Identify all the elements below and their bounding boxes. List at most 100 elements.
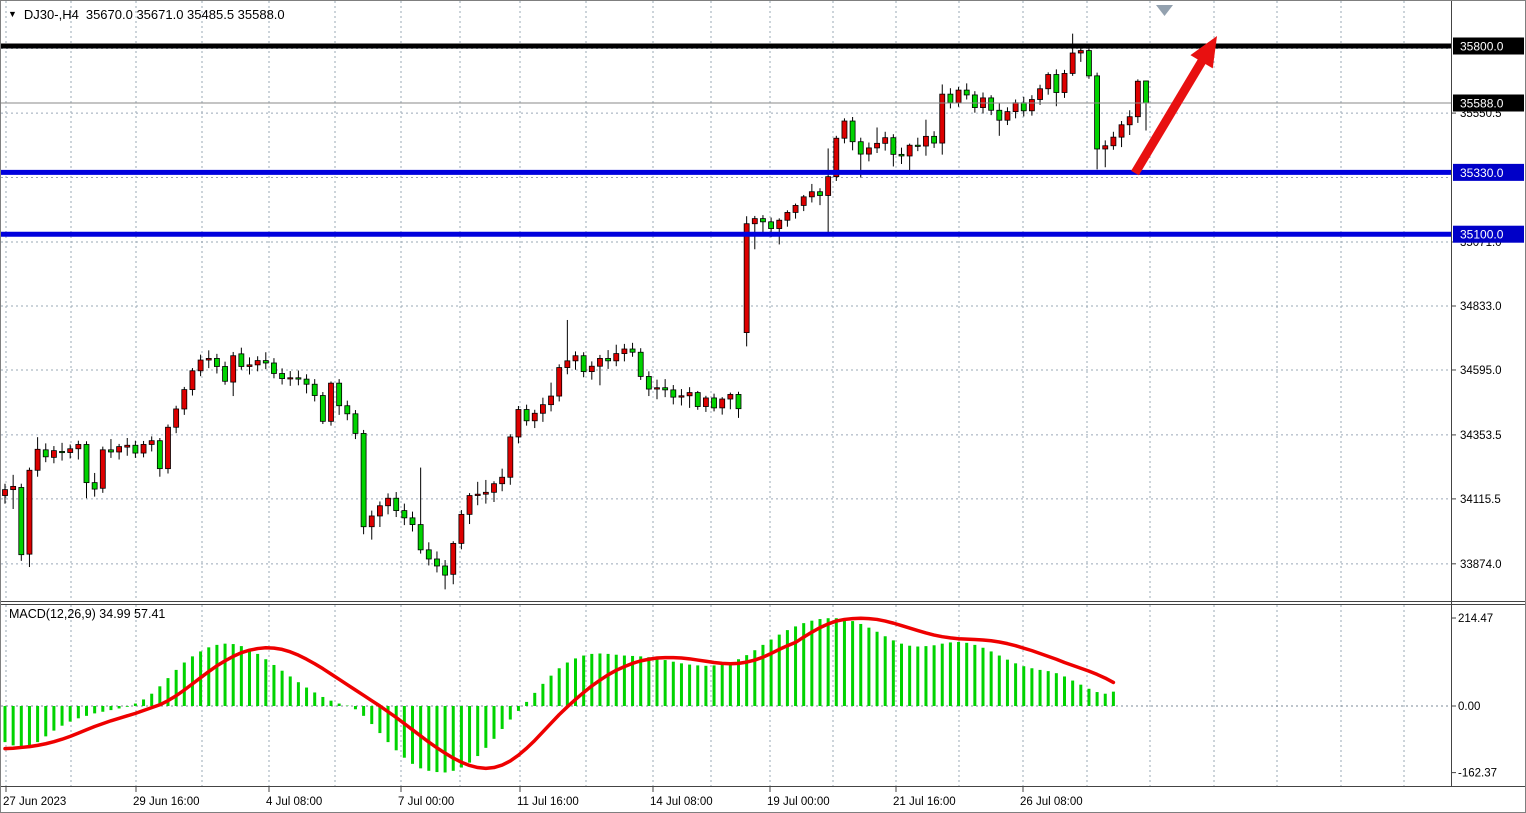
bear-candle [1143, 80, 1149, 104]
price-axis-label: 34595.0 [1460, 365, 1502, 377]
bear-candle [42, 449, 49, 458]
macd-histogram-bar [1022, 666, 1026, 707]
bull-candle [51, 450, 57, 458]
macd-histogram-bar [1030, 668, 1034, 707]
macd-histogram-bar [76, 706, 80, 719]
bear-candle [222, 366, 228, 382]
macd-histogram-bar [647, 657, 651, 707]
macd-histogram-bar [965, 642, 969, 707]
macd-histogram-bar [3, 706, 7, 743]
levels-layer[interactable] [1, 43, 1451, 237]
macd-histogram-bar [533, 692, 537, 707]
bull-candle [515, 409, 522, 438]
bear-candle [91, 482, 98, 490]
bear-candle [409, 517, 416, 525]
macd-histogram-bar [109, 706, 113, 711]
macd-histogram-bar [842, 619, 846, 707]
macd-histogram-bar [93, 706, 97, 714]
bull-candle [874, 142, 880, 149]
bear-candle [694, 392, 701, 407]
macd-histogram-bar [484, 706, 488, 748]
bull-candle [10, 485, 17, 491]
bear-candle [434, 558, 440, 567]
macd-histogram-bar [313, 692, 317, 707]
bull-candle [833, 137, 840, 178]
macd-histogram-bar [231, 644, 235, 707]
bull-candle [1077, 50, 1084, 54]
bull-candle [491, 483, 497, 493]
bear-candle [262, 360, 269, 364]
price-axis-label: 34353.5 [1460, 430, 1502, 442]
bull-candle [116, 446, 122, 453]
time-axis[interactable]: 27 Jun 2023 29 Jun 16:00 4 Jul 08:00 7 Jul … [3, 787, 1083, 808]
macd-histogram-bar [158, 686, 162, 707]
bull-candle [385, 497, 391, 507]
macd-histogram-bar [712, 665, 716, 707]
bear-candle [1086, 50, 1092, 77]
macd-histogram-bar [133, 703, 137, 707]
macd-histogram-bar [957, 642, 961, 707]
trend-arrow-shaft[interactable] [1131, 54, 1209, 176]
bear-candle [1053, 74, 1060, 93]
macd-histogram-bar [1079, 684, 1083, 707]
macd-histogram-bar [1005, 659, 1009, 707]
bull-candle [2, 489, 8, 496]
macd-histogram-bar [794, 626, 798, 707]
macd-histogram-bar [190, 656, 194, 707]
bull-candle [99, 449, 106, 489]
macd-histogram-bar [696, 665, 700, 707]
macd-histogram-bar [386, 706, 390, 743]
bull-candle [499, 476, 506, 485]
bull-candle [34, 448, 41, 471]
macd-histogram-bar [924, 646, 928, 707]
bull-candle [588, 365, 595, 372]
price-badge-label: 35588.0 [1460, 97, 1504, 111]
bull-candle [678, 395, 685, 398]
symbol-timeframe: DJ30-,H4 [23, 7, 79, 22]
bull-candle [450, 542, 457, 575]
bear-candle [523, 409, 530, 422]
macd-histogram-bar [321, 696, 325, 707]
macd-histogram-bar [989, 651, 993, 707]
price-badge [1453, 163, 1524, 181]
bear-candle [311, 383, 318, 396]
macd-histogram-bar [737, 659, 740, 707]
macd-histogram-bar [655, 658, 659, 707]
price-axis[interactable]: 35550.535071.034833.034595.034353.534115… [1451, 37, 1524, 780]
bull-candle [531, 412, 538, 422]
bull-candle [507, 436, 514, 478]
macd-scale-label: -162.37 [1458, 768, 1497, 780]
macd-histogram-bar [44, 706, 48, 737]
bear-candle [898, 153, 905, 157]
annotations-layer[interactable] [1131, 5, 1217, 176]
macd-histogram-bar [52, 706, 56, 731]
bull-candle [597, 358, 603, 367]
trend-arrow-head-icon[interactable] [1190, 36, 1217, 69]
macd-histogram-bar [223, 643, 227, 707]
macd-histogram-bar [207, 647, 211, 707]
price-axis-label: 34833.0 [1460, 301, 1502, 313]
bull-candle [1134, 80, 1141, 118]
macd-histogram-bar [451, 706, 455, 771]
bear-candle [401, 510, 408, 519]
macd-histogram-bar [622, 655, 626, 707]
time-axis-label: 11 Jul 16:00 [517, 796, 579, 808]
bear-candle [760, 218, 766, 223]
bear-candle [662, 387, 669, 391]
bull-candle [719, 398, 726, 409]
bear-candle [279, 373, 286, 379]
bull-candle [140, 444, 147, 454]
macd-histogram-bar [1095, 692, 1099, 707]
macd-histogram-bar [582, 655, 586, 707]
macd-histogram-bar [1087, 688, 1091, 707]
bull-candle [1037, 88, 1043, 100]
macd-signal-line [3, 616, 1116, 771]
macd-histogram-bar [663, 660, 667, 707]
bull-candle [205, 358, 212, 361]
macd-histogram-bar [908, 645, 912, 707]
bear-candle [132, 444, 139, 454]
macd-histogram-bar [834, 618, 838, 707]
symbol-dropdown-icon[interactable]: ▼ [8, 9, 17, 19]
macd-histogram-bar [508, 706, 512, 720]
